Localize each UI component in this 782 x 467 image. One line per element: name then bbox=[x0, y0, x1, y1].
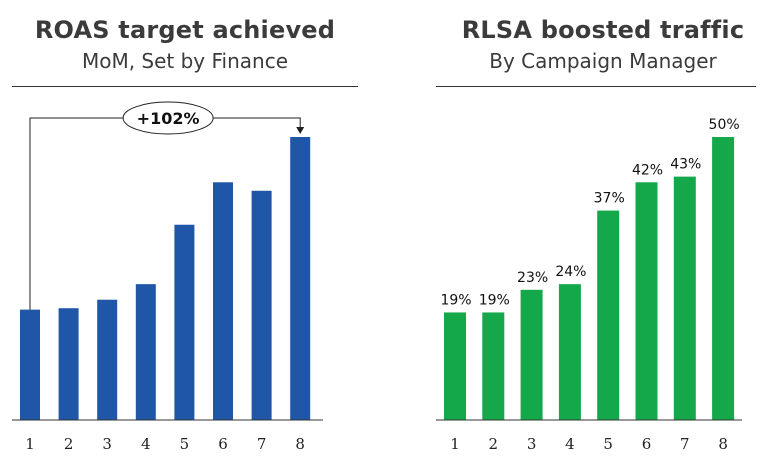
left-title-underline bbox=[12, 86, 358, 87]
annotation-oval bbox=[122, 101, 214, 135]
left-tick-label-6: 6 bbox=[218, 435, 228, 453]
right-value-label-2: 19% bbox=[479, 292, 510, 308]
left-tick-label-1: 1 bbox=[25, 435, 35, 453]
left-bar-6 bbox=[213, 182, 233, 420]
right-tick-label-6: 6 bbox=[642, 435, 652, 453]
right-bar-1 bbox=[444, 312, 466, 420]
right-value-label-3: 23% bbox=[517, 270, 548, 286]
right-bar-3 bbox=[520, 289, 543, 420]
right-bar-6 bbox=[635, 182, 658, 420]
left-tick-label-8: 8 bbox=[295, 435, 305, 453]
right-chart-title: RLSA boosted traffic bbox=[461, 16, 745, 44]
right-bar-5 bbox=[597, 210, 620, 420]
right-tick-label-2: 2 bbox=[489, 435, 499, 453]
right-value-label-6: 42% bbox=[632, 162, 663, 178]
right-tick-label-4: 4 bbox=[565, 435, 575, 453]
left-bar-3 bbox=[97, 299, 118, 420]
right-tick-label-3: 3 bbox=[527, 435, 537, 453]
left-tick-label-7: 7 bbox=[257, 435, 267, 453]
right-tick-label-5: 5 bbox=[603, 435, 613, 453]
right-bar-7 bbox=[673, 176, 696, 420]
right-value-label-7: 43% bbox=[670, 157, 701, 173]
right-bar-2 bbox=[482, 312, 505, 420]
right-bar-8 bbox=[712, 137, 735, 420]
left-bar-2 bbox=[58, 308, 79, 420]
right-value-label-8: 50% bbox=[709, 117, 740, 133]
right-title-underline bbox=[436, 86, 756, 87]
left-bar-1 bbox=[20, 309, 40, 420]
right-value-label-4: 24% bbox=[555, 264, 586, 280]
right-chart-subtitle: By Campaign Manager bbox=[489, 49, 717, 73]
left-tick-label-5: 5 bbox=[180, 435, 190, 453]
left-tick-label-3: 3 bbox=[102, 435, 112, 453]
right-tick-label-8: 8 bbox=[718, 435, 728, 453]
growth-annotation: +102% bbox=[29, 101, 305, 310]
right-bar-4 bbox=[558, 284, 581, 420]
left-chart-subtitle: MoM, Set by Finance bbox=[81, 49, 289, 73]
annotation-arrowhead bbox=[296, 127, 305, 134]
left-tick-label-2: 2 bbox=[64, 435, 74, 453]
right-value-label-5: 37% bbox=[594, 191, 625, 207]
left-tick-label-4: 4 bbox=[141, 435, 151, 453]
right-tick-label-1: 1 bbox=[450, 435, 460, 453]
left-chart-title: ROAS target achieved bbox=[34, 16, 336, 44]
left-bar-4 bbox=[135, 284, 156, 420]
right-value-label-1: 19% bbox=[440, 292, 471, 308]
annotation-label: +102% bbox=[137, 109, 200, 128]
left-bar-5 bbox=[174, 224, 195, 420]
right-tick-label-7: 7 bbox=[680, 435, 690, 453]
left-bar-8 bbox=[290, 137, 311, 420]
left-bar-7 bbox=[251, 190, 272, 420]
